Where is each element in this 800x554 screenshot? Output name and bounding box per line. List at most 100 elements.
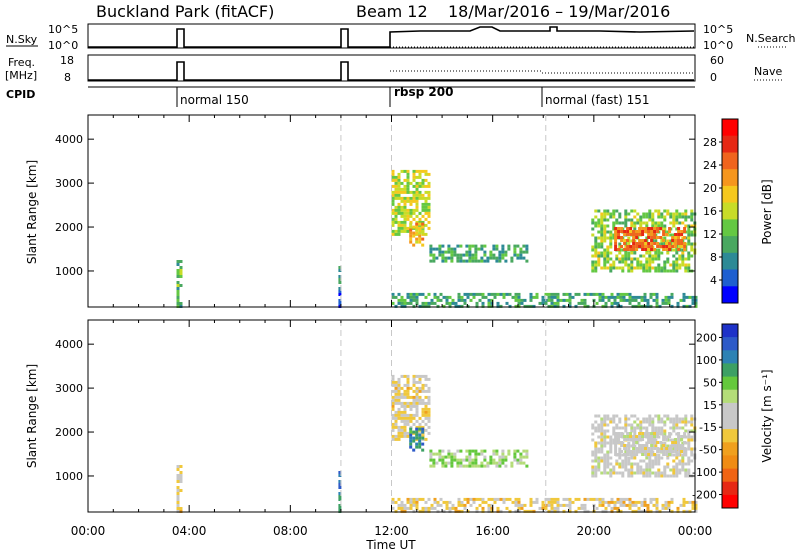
- power-cell-2: [514, 298, 518, 302]
- velocity-cell-2: [391, 500, 395, 504]
- power-cell-5: [447, 244, 451, 248]
- power-cell-2: [616, 295, 620, 299]
- velocity-cell-6: [621, 453, 625, 457]
- power-cell-3: [391, 202, 395, 206]
- velocity-cell-3: [403, 389, 407, 393]
- power-cell-6: [594, 269, 598, 273]
- velocity-cell-3: [415, 425, 419, 429]
- power-cell-6: [633, 224, 637, 228]
- power-cell-2: [406, 301, 410, 305]
- velocity-cell-6: [684, 414, 688, 418]
- velocity-cell-3: [403, 431, 407, 435]
- power-cell-7: [632, 230, 636, 233]
- velocity-cell-5: [465, 449, 469, 453]
- power-cell-6: [600, 218, 604, 222]
- velocity-cell-4: [421, 427, 425, 431]
- power-colorbar-swatch-1: [722, 135, 738, 153]
- power-cell-7: [680, 230, 684, 233]
- power-cell-3: [418, 196, 422, 200]
- power-cell-0: [176, 287, 180, 290]
- power-cell-6: [639, 266, 643, 270]
- velocity-cell-3: [424, 395, 428, 399]
- power-cell-6: [591, 266, 595, 270]
- velocity-cell-2: [574, 497, 578, 501]
- power-cell-3: [406, 226, 410, 230]
- velocity-cell-5: [504, 455, 508, 459]
- velocity-cell-2: [616, 509, 620, 513]
- velocity-cell-2: [631, 503, 635, 507]
- velocity-cell-2: [691, 503, 695, 507]
- velocity-cell-7: [638, 435, 642, 438]
- velocity-cell-3: [400, 416, 404, 420]
- power-cell-7: [647, 227, 651, 230]
- power-cell-1: [338, 299, 342, 302]
- power-cell-3: [412, 217, 416, 221]
- velocity-cell-5: [468, 461, 472, 465]
- velocity-cell-4: [415, 433, 419, 437]
- power-cell-2: [517, 292, 521, 296]
- velocity-cell-5: [432, 452, 436, 456]
- velocity-cell-6: [594, 414, 598, 418]
- power-cell-3: [415, 214, 419, 218]
- power-cell-2: [685, 304, 689, 308]
- velocity-cell-6: [681, 453, 685, 457]
- velocity-cell-7: [614, 432, 618, 435]
- velocity-cell-1: [338, 504, 342, 507]
- power-cell-2: [667, 298, 671, 302]
- power-cell-2: [637, 304, 641, 308]
- velocity-cell-6: [603, 465, 607, 469]
- power-cell-6: [672, 269, 676, 273]
- power-cell-6: [639, 263, 643, 267]
- velocity-cell-7: [656, 435, 660, 438]
- velocity-cell-3: [391, 428, 395, 432]
- power-cell-2: [610, 301, 614, 305]
- power-cell-2: [424, 295, 428, 299]
- velocity-cell-3: [397, 383, 401, 387]
- velocity-cell-3: [418, 398, 422, 402]
- power-cell-3: [391, 169, 395, 173]
- velocity-cell-2: [505, 506, 509, 510]
- power-cell-4: [412, 234, 416, 238]
- velocity-cell-3: [394, 425, 398, 429]
- velocity-cell-3: [397, 413, 401, 417]
- velocity-cell-2: [553, 506, 557, 510]
- velocity-cell-6: [600, 417, 604, 421]
- velocity-cell-2: [397, 503, 401, 507]
- velocity-cell-7: [677, 447, 681, 450]
- power-cell-6: [609, 263, 613, 267]
- velocity-ytick-label-3: 4000: [55, 338, 83, 351]
- power-cell-6: [675, 215, 679, 219]
- power-cell-6: [687, 257, 691, 261]
- power-cell-2: [397, 301, 401, 305]
- power-cell-2: [556, 298, 560, 302]
- power-cell-6: [636, 266, 640, 270]
- velocity-cell-6: [663, 474, 667, 478]
- power-cell-3: [394, 184, 398, 188]
- velocity-cell-6: [663, 429, 667, 433]
- power-cell-2: [625, 298, 629, 302]
- velocity-cell-6: [627, 468, 631, 472]
- velocity-cell-6: [684, 429, 688, 433]
- power-cell-4: [418, 237, 422, 241]
- power-cell-3: [394, 232, 398, 236]
- velocity-cell-3: [421, 389, 425, 393]
- power-cell-6: [651, 266, 655, 270]
- power-cell-3: [415, 220, 419, 224]
- power-cell-2: [556, 292, 560, 296]
- velocity-cell-6: [609, 474, 613, 478]
- velocity-cell-3: [427, 401, 431, 405]
- velocity-cell-2: [394, 500, 398, 504]
- velocity-cell-2: [637, 500, 641, 504]
- velocity-cell-3: [427, 386, 431, 390]
- power-cell-2: [541, 301, 545, 305]
- velocity-cell-3: [394, 422, 398, 426]
- velocity-cell-3: [400, 404, 404, 408]
- velocity-cell-6: [651, 417, 655, 421]
- power-cell-6: [600, 239, 604, 243]
- velocity-cell-2: [535, 497, 539, 501]
- power-cell-6: [630, 257, 634, 261]
- velocity-cell-2: [517, 506, 521, 510]
- power-cell-4: [421, 225, 425, 229]
- velocity-cell-2: [514, 509, 518, 513]
- power-cell-2: [691, 295, 695, 299]
